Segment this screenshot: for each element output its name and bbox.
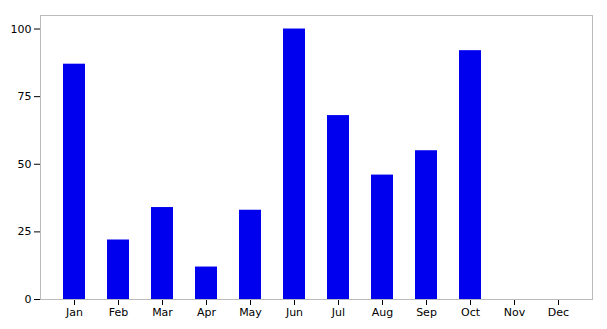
svg-text:Apr: Apr [197,306,217,319]
svg-text:0: 0 [25,293,32,306]
svg-text:Nov: Nov [504,306,526,319]
svg-text:May: May [239,306,262,319]
svg-text:75: 75 [18,90,32,103]
svg-text:Oct: Oct [461,306,481,319]
svg-text:25: 25 [18,225,32,238]
svg-text:Jun: Jun [285,306,303,319]
svg-text:Mar: Mar [152,306,173,319]
svg-text:Jan: Jan [65,306,83,319]
svg-text:Aug: Aug [372,306,393,319]
svg-text:Dec: Dec [548,306,569,319]
svg-text:Feb: Feb [109,306,128,319]
svg-text:100: 100 [11,23,32,36]
svg-text:Sep: Sep [416,306,437,319]
svg-text:Jul: Jul [331,306,345,319]
svg-text:50: 50 [18,158,32,171]
